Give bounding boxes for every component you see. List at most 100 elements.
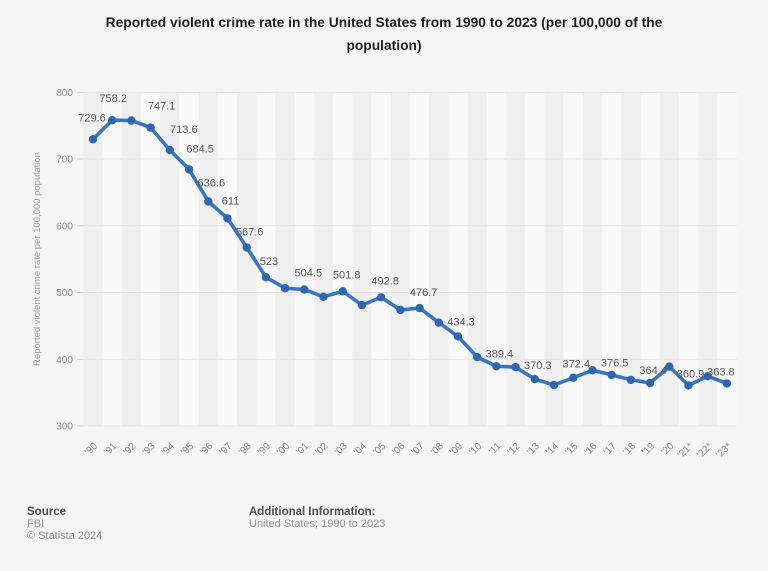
y-tick-label: 800 [56, 88, 73, 99]
x-tick-label: '05 [371, 441, 388, 458]
data-point-label: 389.4 [486, 348, 514, 360]
plot-band [602, 92, 622, 427]
data-point-99[interactable] [261, 273, 271, 282]
plot-band [256, 92, 276, 427]
data-point-22[interactable] [703, 372, 712, 381]
plot-band [467, 92, 487, 427]
plot-band [141, 92, 161, 427]
data-point-92[interactable] [127, 116, 136, 125]
plot-band [544, 92, 564, 427]
data-point-label: 492.8 [371, 275, 399, 287]
data-point-98[interactable] [242, 243, 251, 252]
data-point-21[interactable] [684, 381, 693, 390]
data-point-14[interactable] [549, 380, 559, 390]
source-heading: Source [27, 506, 66, 518]
x-tick-label: '95 [179, 441, 196, 458]
data-point-23[interactable] [722, 379, 732, 388]
x-tick-label: '17 [602, 441, 619, 458]
additional-info-heading: Additional Information: [249, 506, 376, 518]
trend-line [91, 118, 729, 388]
y-tick-label: 400 [56, 355, 73, 366]
data-point-09[interactable] [453, 332, 463, 341]
data-point-label: 372.4 [563, 359, 591, 371]
data-point-label: 360.9 [677, 368, 705, 380]
data-point-04[interactable] [357, 300, 367, 310]
plot-band [486, 92, 507, 427]
x-tick-label: '01 [294, 441, 311, 458]
x-tick-label: '18 [621, 441, 638, 458]
x-tick-label: '16 [583, 441, 600, 458]
data-point-11[interactable] [492, 362, 501, 371]
data-point-05[interactable] [377, 293, 386, 302]
data-point-label: 729.6 [78, 112, 106, 124]
data-point-01[interactable] [300, 285, 309, 294]
plot-band [698, 92, 718, 427]
plot-band [294, 92, 314, 427]
x-tick-label: '21* [676, 441, 696, 461]
plot-band [563, 92, 583, 427]
y-tick-label: 600 [56, 221, 73, 232]
plot-band [429, 92, 449, 427]
plot-band [621, 92, 641, 427]
plot-band [83, 92, 103, 427]
additional-info-value: United States; 1990 to 2023 [249, 518, 386, 531]
footer-source-block: Source FBI © Statista 2024 [27, 506, 102, 543]
plot-band [160, 92, 180, 427]
x-tick-label: '06 [391, 441, 408, 458]
plot-band [313, 92, 334, 427]
data-point-19[interactable] [645, 378, 655, 388]
data-point-16[interactable] [588, 366, 597, 375]
data-point-15[interactable] [569, 373, 578, 382]
data-point-08[interactable] [434, 318, 443, 327]
data-point-90[interactable] [88, 135, 98, 144]
data-point-label: 476.7 [410, 287, 438, 299]
data-point-07[interactable] [415, 303, 424, 313]
plot-band [506, 92, 526, 427]
plot-band [582, 92, 603, 427]
data-point-label: 504.5 [295, 268, 323, 280]
x-tick-label: '07 [410, 441, 427, 458]
data-point-02[interactable] [319, 292, 328, 301]
x-tick-label: '97 [218, 441, 235, 458]
x-tick-label: '04 [352, 441, 369, 458]
plot-band [717, 92, 737, 427]
data-point-17[interactable] [607, 370, 616, 380]
x-tick-label: '98 [237, 441, 254, 458]
x-tick-label: '11 [487, 441, 504, 458]
plot-band [352, 92, 372, 427]
plot-band [371, 92, 391, 427]
plot-band [179, 92, 199, 427]
x-tick-label: '02 [314, 441, 331, 458]
data-point-13[interactable] [530, 374, 539, 384]
data-point-label: 611 [222, 195, 240, 207]
data-point-93[interactable] [146, 123, 155, 132]
data-point-label: 567.6 [236, 226, 264, 238]
data-point-12[interactable] [511, 362, 520, 372]
data-point-96[interactable] [204, 197, 213, 206]
data-point-label: 758.2 [99, 93, 127, 105]
source-value: FBI [27, 518, 45, 531]
y-tick-label: 300 [56, 422, 73, 433]
data-point-20[interactable] [665, 362, 674, 371]
plot-band [525, 92, 545, 427]
data-point-10[interactable] [473, 352, 482, 362]
data-point-06[interactable] [396, 305, 405, 315]
data-point-94[interactable] [165, 145, 174, 155]
data-point-label: 370.3 [524, 360, 552, 372]
data-point-label: 747.1 [148, 101, 176, 113]
x-tick-label: '94 [160, 441, 177, 458]
data-point-00[interactable] [280, 284, 290, 293]
plot-band [678, 92, 699, 427]
data-point-95[interactable] [184, 165, 194, 174]
x-tick-label: '14 [544, 441, 561, 458]
data-point-03[interactable] [338, 287, 347, 296]
data-point-97[interactable] [223, 214, 232, 223]
plot-band [237, 92, 257, 427]
footer-additional-info-block: Additional Information: United States; 1… [249, 506, 385, 530]
x-tick-label: '10 [467, 441, 484, 458]
y-tick-label: 500 [56, 288, 73, 299]
plot-band [102, 92, 122, 427]
data-point-18[interactable] [626, 375, 636, 385]
data-point-91[interactable] [108, 116, 117, 125]
